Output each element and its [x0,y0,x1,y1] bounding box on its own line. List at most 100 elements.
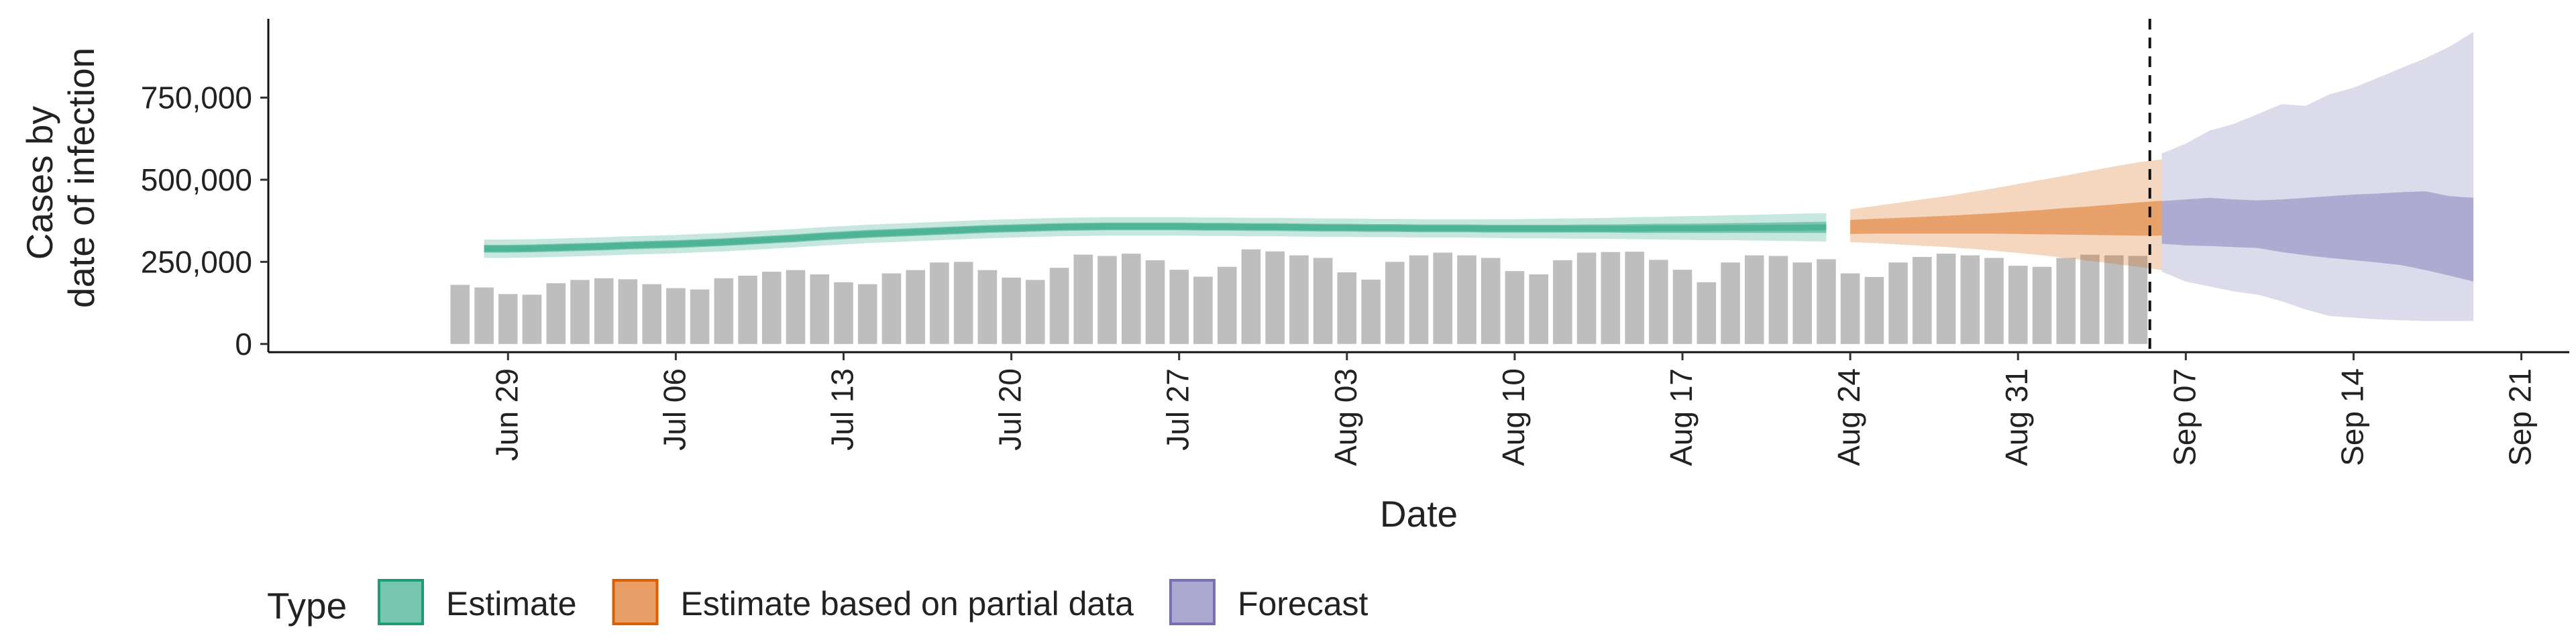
case-bar [450,284,470,344]
case-bar [1409,255,1429,344]
x-axis-title: Date [1380,493,1458,535]
case-bar [642,284,661,344]
case-bar [1888,262,1908,344]
case-bar [1768,256,1788,344]
case-bar [1241,249,1261,344]
case-bar [1505,271,1525,344]
x-tick-label: Sep 21 [2503,368,2538,466]
x-tick-label: Aug 03 [1328,368,1363,466]
legend-label: Estimate [446,585,577,623]
case-bar [618,279,638,344]
estimate-median-line [484,223,1827,252]
case-bar [474,287,494,344]
case-bar [1145,260,1165,344]
case-bar [690,289,710,344]
x-tick-label: Jul 13 [825,368,860,451]
estimate-based-on-partial-data-ribbon-90 [1850,159,2162,270]
y-axis-title-line-1: Cases by [19,106,60,260]
estimate-ribbons [484,32,2474,321]
case-bar [977,270,998,344]
case-bar [2128,256,2148,344]
case-bar [594,278,614,344]
case-bar [1265,251,1285,344]
estimate-based-on-partial-data-ribbon-50 [1850,201,2162,236]
estimate-ribbon-50 [484,221,1827,253]
x-tick-label: Jul 27 [1161,368,1195,451]
y-tick-label: 500,000 [141,162,252,197]
case-bar [1576,252,1597,344]
case-bar [1553,260,1572,344]
axes: 0 250,000 500,000 750,000 Jun 29 Jul 06 Jul 1… [141,19,2569,466]
case-bar [1385,262,1405,344]
case-bar [498,294,518,344]
case-bar [1217,266,1237,344]
case-bar [1313,258,1333,344]
x-tick-label: Aug 10 [1496,368,1531,466]
x-tick-label: Aug 17 [1664,368,1699,466]
case-bar [1289,255,1309,344]
x-tick-label: Sep 07 [2167,368,2202,466]
legend-swatch [378,579,424,625]
case-bar [1864,276,1884,344]
case-bar [1529,274,1548,344]
legend-swatch [612,579,659,625]
case-bar [1433,252,1452,344]
case-bar [570,280,590,344]
case-bar [953,262,973,344]
case-bar [1097,256,1117,344]
case-bar [1026,280,1045,344]
legend-title: Type [267,585,347,627]
legend-item-estimate-based-on-partial-data: Estimate based on partial data [612,579,1134,625]
case-bar [762,272,782,344]
case-bar [881,273,902,344]
case-bar [1361,279,1381,344]
case-bar [738,275,757,344]
case-bar [546,283,566,344]
case-bar [857,284,877,344]
case-bar [1073,254,1093,344]
case-bar [2080,254,2100,344]
case-bar [1169,270,1189,344]
case-bar [1601,252,1621,344]
y-axis-title: Cases by date of infection [19,48,102,308]
case-bar [1817,259,1836,344]
y-axis-title-line-2: date of infection [60,48,102,308]
case-bar [1049,268,1069,344]
case-bar [1193,276,1213,344]
forecast-ribbon-50 [2161,191,2474,282]
case-bar [1744,255,1764,344]
case-bar [1984,258,2004,344]
x-tick-label: Aug 31 [1999,368,2034,466]
case-bar [2032,266,2052,344]
x-tick-label: Aug 24 [1831,368,1866,466]
y-tick-label: 750,000 [141,80,252,115]
case-bar [1457,255,1477,344]
estimate-ribbon-90 [484,213,1827,258]
case-bar [834,282,853,344]
case-bar [1721,262,1740,344]
case-bar [666,288,686,344]
x-tick-label: Jul 06 [657,368,692,451]
x-tick-label: Jul 20 [993,368,1028,451]
estimate-series [484,213,1827,258]
y-tick-label: 250,000 [141,244,252,279]
x-tick-label: Sep 14 [2334,368,2369,466]
case-bar [930,262,949,344]
legend-item-estimate: Estimate [378,579,577,625]
y-tick-label: 0 [235,327,252,362]
case-bar [786,270,806,344]
case-bar [906,270,925,344]
case-bar [1840,273,1860,344]
forecast-series [2161,32,2474,321]
x-tick-label: Jun 29 [489,368,524,461]
case-bar [1625,252,1644,344]
case-bar [2056,258,2076,344]
case-bar [1672,270,1693,344]
legend-swatch [1169,579,1216,625]
case-bar [1960,255,1980,344]
legend: Type Estimate Estimate based on partial d… [267,579,1368,627]
case-bar [2008,266,2028,344]
case-bar [522,294,542,344]
case-bar [1002,277,1021,344]
case-bar [1649,260,1668,344]
